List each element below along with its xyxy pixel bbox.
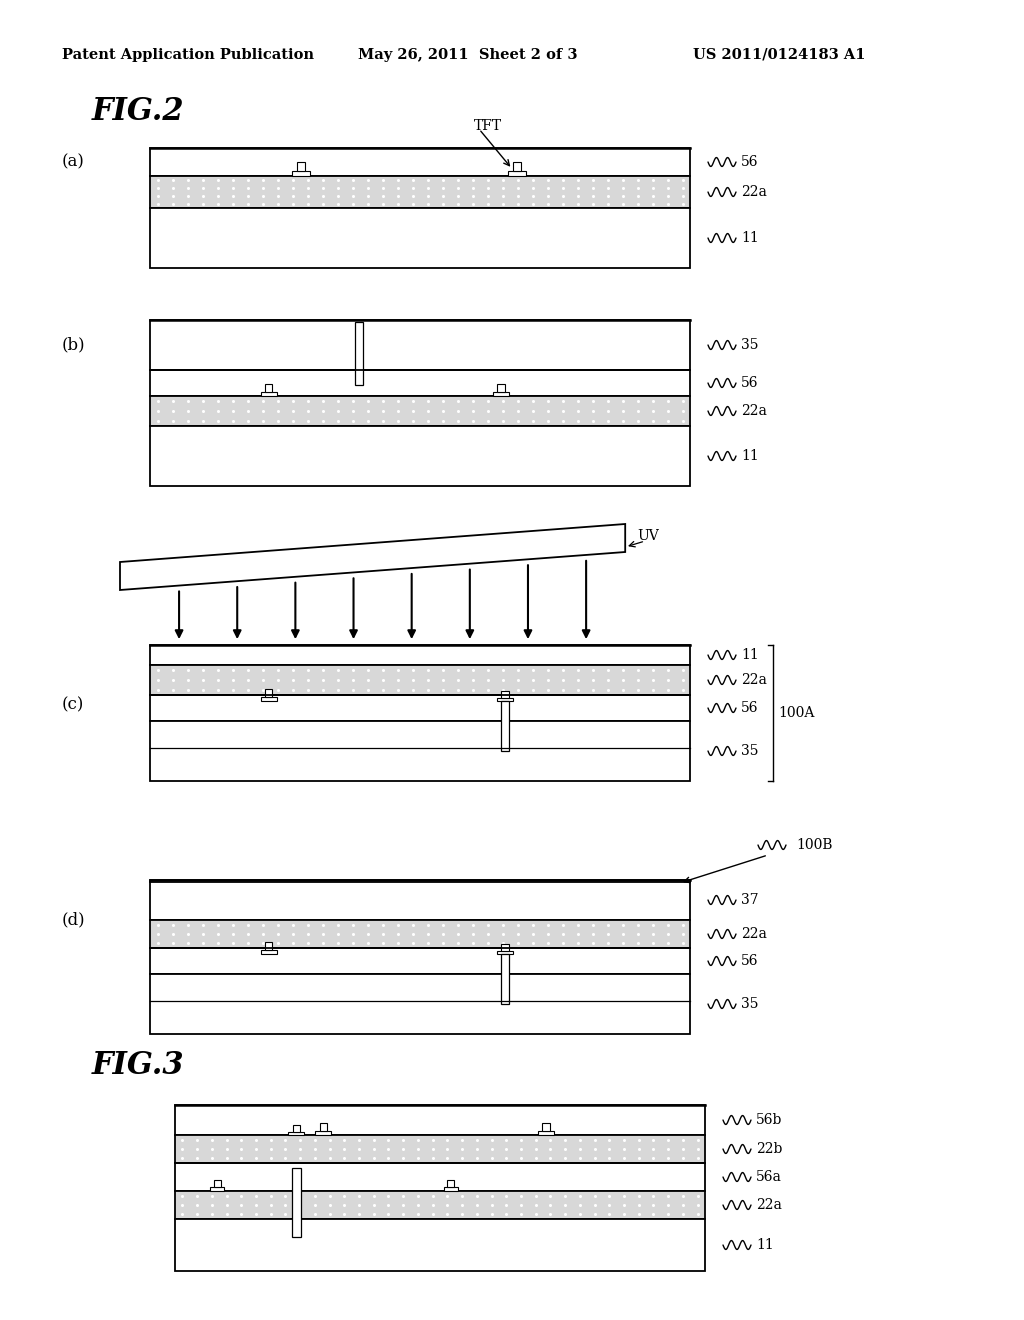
Bar: [319, 1123, 327, 1131]
Text: 100A: 100A: [778, 706, 814, 719]
Bar: [175, 1135, 705, 1163]
Text: 56b: 56b: [756, 1113, 782, 1127]
Bar: [175, 1191, 705, 1218]
Bar: [150, 370, 690, 396]
Polygon shape: [120, 524, 626, 590]
Text: 11: 11: [756, 1238, 774, 1251]
Bar: [261, 697, 276, 701]
Text: 11: 11: [741, 449, 759, 463]
Text: 35: 35: [741, 338, 759, 352]
Bar: [150, 148, 690, 176]
Text: FIG.3: FIG.3: [92, 1049, 184, 1081]
Text: (b): (b): [62, 337, 86, 354]
Text: 35: 35: [741, 744, 759, 758]
Bar: [150, 665, 690, 696]
Text: 22a: 22a: [741, 185, 767, 199]
Bar: [297, 162, 305, 172]
Text: 22a: 22a: [741, 927, 767, 941]
Bar: [315, 1131, 332, 1135]
Text: 56a: 56a: [756, 1170, 782, 1184]
Bar: [293, 1125, 300, 1131]
Text: 56: 56: [741, 701, 759, 715]
Text: (a): (a): [62, 153, 85, 170]
Bar: [265, 384, 272, 392]
Bar: [150, 176, 690, 209]
Bar: [150, 396, 690, 426]
Text: May 26, 2011  Sheet 2 of 3: May 26, 2011 Sheet 2 of 3: [358, 48, 578, 62]
Bar: [288, 1131, 304, 1135]
Bar: [150, 880, 690, 920]
Text: 35: 35: [741, 997, 759, 1011]
Text: Patent Application Publication: Patent Application Publication: [62, 48, 314, 62]
Bar: [493, 392, 509, 396]
Text: FIG.2: FIG.2: [92, 96, 184, 128]
Bar: [498, 384, 505, 392]
Bar: [150, 696, 690, 721]
Text: 22a: 22a: [741, 673, 767, 686]
Bar: [150, 920, 690, 948]
Text: (d): (d): [62, 912, 86, 928]
Text: 11: 11: [741, 648, 759, 663]
Text: 22a: 22a: [756, 1199, 782, 1212]
Bar: [513, 162, 521, 172]
Bar: [150, 974, 690, 1034]
Text: 100B: 100B: [796, 838, 833, 851]
Text: 22b: 22b: [756, 1142, 782, 1156]
Bar: [175, 1218, 705, 1271]
Bar: [261, 950, 276, 954]
Bar: [210, 1187, 224, 1191]
Bar: [150, 645, 690, 665]
Bar: [265, 689, 272, 697]
Bar: [150, 426, 690, 486]
Bar: [265, 942, 272, 950]
Bar: [150, 948, 690, 974]
Bar: [175, 1163, 705, 1191]
Bar: [543, 1123, 550, 1131]
Bar: [214, 1180, 220, 1187]
Text: TFT: TFT: [474, 119, 502, 133]
Text: 56: 56: [741, 954, 759, 968]
Text: 22a: 22a: [741, 404, 767, 418]
Text: UV: UV: [637, 529, 659, 543]
Bar: [150, 319, 690, 370]
Bar: [501, 701, 509, 751]
Bar: [447, 1180, 454, 1187]
Text: 37: 37: [741, 894, 759, 907]
Bar: [292, 172, 310, 176]
Bar: [150, 209, 690, 268]
Bar: [508, 172, 526, 176]
Bar: [261, 392, 276, 396]
Bar: [355, 322, 364, 385]
Bar: [501, 954, 509, 1005]
Bar: [443, 1187, 458, 1191]
Bar: [292, 1168, 301, 1237]
Bar: [150, 721, 690, 781]
Text: US 2011/0124183 A1: US 2011/0124183 A1: [693, 48, 865, 62]
Bar: [497, 697, 513, 701]
Bar: [538, 1131, 554, 1135]
Bar: [502, 944, 509, 950]
Text: (c): (c): [62, 697, 84, 714]
Text: 56: 56: [741, 376, 759, 389]
Text: 11: 11: [741, 231, 759, 246]
Bar: [175, 1105, 705, 1135]
Bar: [502, 690, 509, 697]
Text: 56: 56: [741, 154, 759, 169]
Bar: [497, 950, 513, 954]
